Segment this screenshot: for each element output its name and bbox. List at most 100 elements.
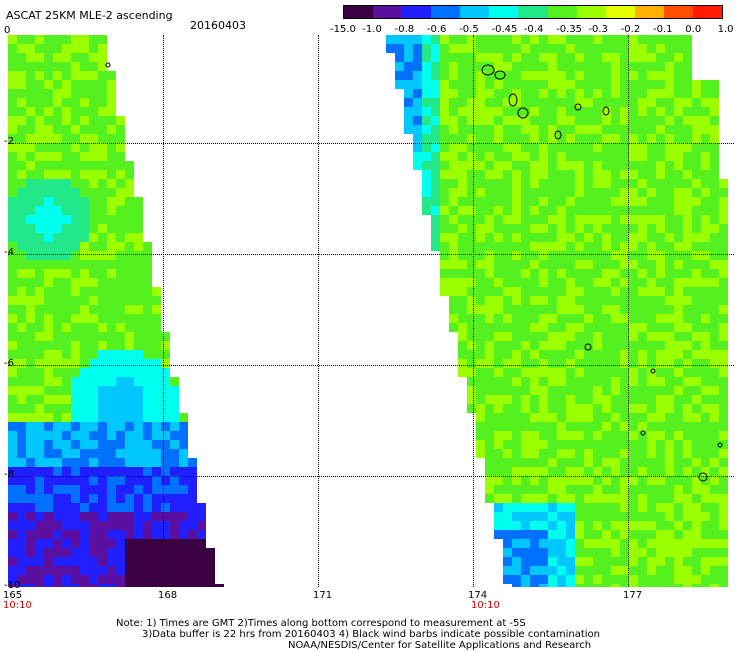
swath-cell bbox=[107, 161, 116, 170]
swath-cell bbox=[8, 323, 17, 332]
swath-cell bbox=[476, 224, 485, 233]
swath-cell bbox=[566, 341, 575, 350]
swath-cell bbox=[647, 341, 656, 350]
swath-cell bbox=[395, 80, 404, 89]
swath-cell bbox=[35, 512, 44, 521]
swath-cell bbox=[35, 521, 44, 530]
swath-cell bbox=[665, 494, 674, 503]
swath-cell bbox=[152, 287, 161, 296]
swath-cell bbox=[638, 161, 647, 170]
island-outline bbox=[494, 70, 506, 80]
swath-cell bbox=[638, 332, 647, 341]
swath-cell bbox=[665, 341, 674, 350]
swath-cell bbox=[629, 548, 638, 557]
swath-cell bbox=[629, 161, 638, 170]
swath-cell bbox=[521, 197, 530, 206]
swath-cell bbox=[566, 143, 575, 152]
swath-cell bbox=[701, 179, 710, 188]
swath-cell bbox=[683, 404, 692, 413]
swath-cell bbox=[107, 422, 116, 431]
swath-cell bbox=[611, 449, 620, 458]
swath-cell bbox=[539, 422, 548, 431]
swath-cell bbox=[188, 467, 197, 476]
swath-cell bbox=[71, 197, 80, 206]
swath-cell bbox=[629, 359, 638, 368]
swath-cell bbox=[134, 269, 143, 278]
swath-cell bbox=[656, 467, 665, 476]
swath-cell bbox=[656, 287, 665, 296]
swath-cell bbox=[593, 332, 602, 341]
swath-cell bbox=[674, 278, 683, 287]
swath-cell bbox=[107, 413, 116, 422]
swath-cell bbox=[557, 35, 566, 44]
swath-cell bbox=[503, 557, 512, 566]
swath-cell bbox=[674, 116, 683, 125]
swath-cell bbox=[80, 269, 89, 278]
swath-cell bbox=[557, 206, 566, 215]
island-outline bbox=[602, 106, 610, 116]
swath-cell bbox=[26, 440, 35, 449]
swath-cell bbox=[611, 35, 620, 44]
swath-cell bbox=[692, 188, 701, 197]
swath-cell bbox=[89, 395, 98, 404]
swath-cell bbox=[692, 116, 701, 125]
swath-cell bbox=[404, 98, 413, 107]
swath-cell bbox=[557, 251, 566, 260]
swath-cell bbox=[548, 305, 557, 314]
swath-cell bbox=[512, 206, 521, 215]
swath-cell bbox=[629, 494, 638, 503]
swath-cell bbox=[665, 548, 674, 557]
swath-cell bbox=[530, 125, 539, 134]
swath-cell bbox=[557, 485, 566, 494]
swath-cell bbox=[8, 341, 17, 350]
swath-cell bbox=[566, 512, 575, 521]
swath-cell bbox=[62, 116, 71, 125]
swath-cell bbox=[170, 557, 179, 566]
swath-cell bbox=[71, 512, 80, 521]
swath-cell bbox=[548, 233, 557, 242]
swath-cell bbox=[521, 260, 530, 269]
swath-cell bbox=[557, 323, 566, 332]
swath-cell bbox=[485, 35, 494, 44]
swath-cell bbox=[62, 278, 71, 287]
swath-cell bbox=[647, 359, 656, 368]
swath-cell bbox=[611, 557, 620, 566]
swath-cell bbox=[35, 422, 44, 431]
swath-cell bbox=[512, 377, 521, 386]
swath-cell bbox=[593, 377, 602, 386]
swath-cell bbox=[179, 422, 188, 431]
swath-cell bbox=[35, 35, 44, 44]
swath-cell bbox=[404, 44, 413, 53]
swath-cell bbox=[476, 296, 485, 305]
swath-cell bbox=[134, 557, 143, 566]
swath-cell bbox=[629, 467, 638, 476]
swath-cell bbox=[116, 386, 125, 395]
swath-cell bbox=[494, 197, 503, 206]
swath-cell bbox=[602, 80, 611, 89]
swath-cell bbox=[62, 431, 71, 440]
swath-cell bbox=[620, 332, 629, 341]
swath-cell bbox=[179, 521, 188, 530]
swath-cell bbox=[431, 206, 440, 215]
swath-cell bbox=[125, 557, 134, 566]
swath-cell bbox=[530, 485, 539, 494]
swath-cell bbox=[692, 584, 701, 587]
swath-cell bbox=[8, 395, 17, 404]
swath-cell bbox=[134, 422, 143, 431]
swath-cell bbox=[44, 134, 53, 143]
swath-cell bbox=[665, 386, 674, 395]
latitude-gridline bbox=[8, 143, 734, 144]
swath-cell bbox=[656, 368, 665, 377]
swath-cell bbox=[485, 341, 494, 350]
swath-cell bbox=[26, 62, 35, 71]
swath-cell bbox=[692, 170, 701, 179]
swath-cell bbox=[503, 197, 512, 206]
swath-cell bbox=[575, 557, 584, 566]
swath-cell bbox=[584, 197, 593, 206]
swath-cell bbox=[665, 368, 674, 377]
longitude-gridline bbox=[628, 35, 629, 587]
swath-cell bbox=[674, 53, 683, 62]
swath-cell bbox=[476, 152, 485, 161]
swath-cell bbox=[26, 278, 35, 287]
swath-cell bbox=[503, 44, 512, 53]
